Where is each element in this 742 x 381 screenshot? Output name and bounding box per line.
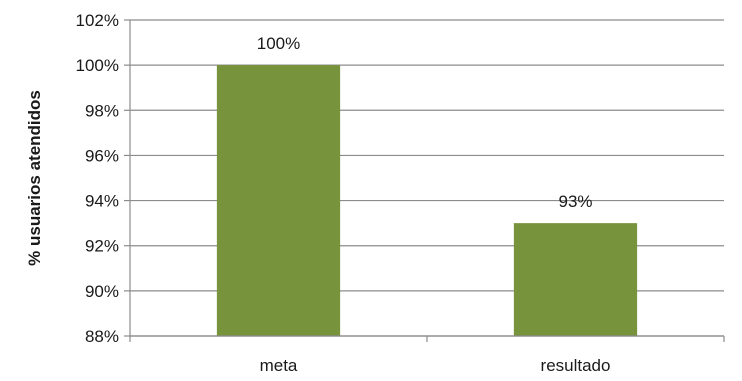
y-tick-label: 100% [76,56,119,75]
y-tick-label: 94% [85,192,119,211]
y-axis-title: % usuarios atendidos [25,90,44,266]
bar-meta [216,65,341,337]
y-tick-label: 90% [85,282,119,301]
data-label: 100% [257,34,300,53]
axes [124,19,725,342]
bar-resultado [513,223,638,336]
y-tick-label: 102% [76,11,119,30]
x-category-label: resultado [541,356,611,375]
y-tick-label: 96% [85,146,119,165]
data-labels: 100% 93% [257,34,593,211]
bars [216,65,638,337]
y-tick-labels: 88% 90% 92% 94% 96% 98% 100% 102% [76,11,119,346]
category-labels: meta resultado [260,356,611,375]
y-tick-label: 92% [85,237,119,256]
y-tick-label: 98% [85,101,119,120]
y-tick-label: 88% [85,327,119,346]
x-category-label: meta [260,356,298,375]
data-label: 93% [558,192,592,211]
